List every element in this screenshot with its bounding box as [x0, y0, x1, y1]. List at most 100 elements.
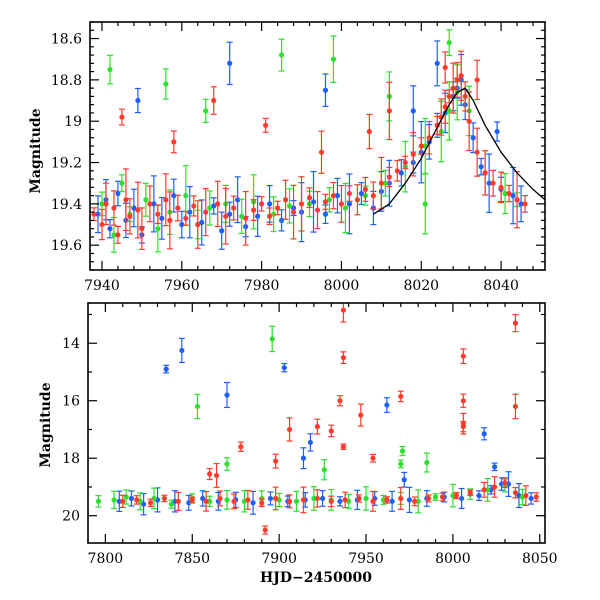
data-point [282, 197, 289, 203]
data-layer [95, 303, 540, 535]
data-point [328, 428, 334, 434]
data-point [334, 193, 341, 199]
data-point [446, 40, 452, 46]
data-point [384, 402, 390, 408]
data-point [223, 213, 229, 219]
data-point [494, 128, 500, 135]
data-point [286, 426, 293, 433]
data-point [115, 232, 121, 238]
data-point [224, 497, 230, 503]
data-point [207, 205, 213, 211]
data-point [267, 201, 273, 207]
data-point [267, 213, 273, 219]
data-point [354, 197, 361, 203]
data-point [506, 190, 512, 197]
bottom-y-axis-label: Magnitude [38, 382, 54, 467]
data-point [394, 168, 400, 174]
data-point [322, 211, 329, 217]
data-point [123, 197, 129, 203]
data-point [460, 423, 466, 430]
data-point [439, 494, 446, 500]
data-point [151, 495, 157, 502]
data-point [399, 448, 406, 454]
data-point [319, 495, 326, 502]
data-point [481, 487, 487, 493]
data-point [523, 492, 529, 499]
data-point [310, 199, 317, 205]
data-point [213, 472, 220, 479]
data-point [398, 170, 404, 176]
data-point [274, 205, 281, 211]
data-point [434, 60, 440, 66]
data-point [342, 497, 348, 503]
x-tick-label: 7850 [174, 551, 210, 567]
data-point [321, 467, 327, 473]
data-point [262, 527, 268, 533]
data-point [512, 490, 519, 496]
data-point [128, 495, 135, 502]
data-point [263, 122, 269, 128]
data-point [147, 201, 153, 207]
data-point [412, 498, 418, 504]
data-point [460, 353, 466, 359]
data-point [183, 193, 189, 199]
data-point [478, 164, 484, 170]
data-point [514, 197, 520, 203]
data-point [346, 190, 353, 197]
data-point [231, 498, 237, 504]
data-point [474, 149, 480, 155]
data-point [382, 180, 388, 186]
data-point [251, 207, 257, 213]
data-point [111, 497, 117, 503]
data-point [189, 497, 195, 503]
data-point [281, 365, 287, 371]
data-point [95, 498, 102, 504]
bottom-panel: Magnitude HJD−2450000 7800 7850 7900 7950 80… [38, 302, 558, 586]
data-point [194, 403, 201, 410]
data-point [103, 201, 109, 207]
data-point [425, 495, 432, 502]
data-point [141, 501, 147, 507]
data-point [231, 205, 237, 211]
data-point [401, 477, 407, 483]
data-point [224, 461, 230, 467]
data-point [528, 495, 534, 502]
data-point [267, 495, 274, 502]
top-y-axis-label: Magnitude [28, 108, 44, 193]
data-point [337, 398, 343, 404]
data-point [161, 495, 168, 502]
data-point [356, 495, 362, 502]
x-tick-label: 8000 [324, 278, 360, 294]
data-point [211, 97, 217, 104]
data-point [442, 104, 448, 110]
data-point [326, 197, 333, 203]
x-tick-label: 8020 [403, 278, 439, 294]
data-point [167, 217, 173, 223]
y-tick-label: 16 [62, 394, 80, 410]
data-point [99, 221, 105, 228]
x-tick-label: 7980 [244, 278, 280, 294]
data-point [203, 108, 209, 114]
data-point [127, 213, 133, 219]
series-2 [90, 50, 529, 251]
data-point [470, 135, 476, 141]
data-point [314, 423, 320, 430]
data-point [171, 193, 177, 199]
data-point [111, 232, 117, 238]
data-point [219, 228, 225, 234]
data-point [259, 500, 265, 506]
data-point [418, 143, 424, 149]
data-point [175, 498, 181, 504]
x-tick-label: 8000 [435, 551, 471, 567]
data-point [211, 203, 217, 209]
data-point [171, 139, 177, 145]
y-tick-label: 20 [62, 509, 80, 525]
data-point [458, 495, 465, 502]
data-point [186, 500, 192, 506]
data-point [398, 393, 404, 400]
data-point [259, 201, 265, 207]
data-point [227, 211, 233, 217]
data-point [217, 495, 223, 502]
series-0 [94, 40, 525, 250]
